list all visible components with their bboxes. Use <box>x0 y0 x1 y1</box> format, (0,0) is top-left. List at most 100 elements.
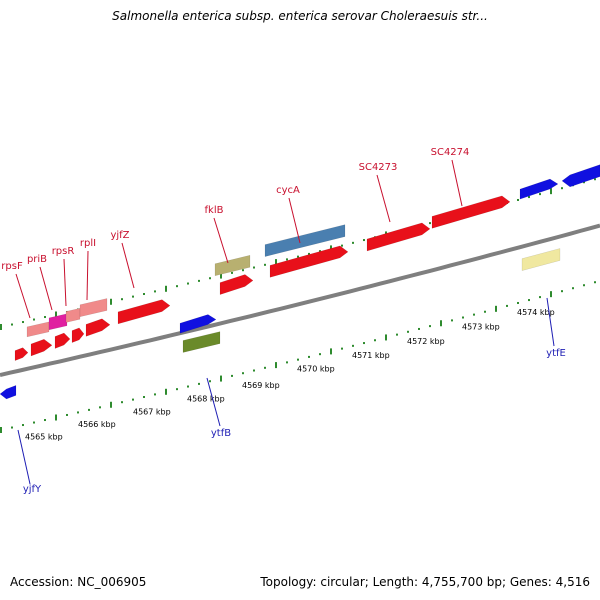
inner-tick <box>330 348 332 355</box>
genome-title: Salmonella enterica subsp. enterica sero… <box>112 9 488 23</box>
gene-label-ytfE: ytfE <box>546 348 566 359</box>
gene-box <box>48 313 68 331</box>
outer-tick <box>220 272 222 279</box>
inner-tick <box>44 419 46 422</box>
gene-label-yjfZ-leader <box>121 242 135 289</box>
inner-tick <box>396 333 398 336</box>
outer-tick <box>341 244 343 247</box>
outer-tick <box>187 282 189 285</box>
outer-tick <box>583 181 585 184</box>
gene-track <box>0 164 600 400</box>
gene-label-yjfZ: yjfZ <box>110 230 129 241</box>
gene-label-rplI: rplI <box>80 238 96 249</box>
outer-tick <box>594 178 596 181</box>
inner-tick <box>550 291 552 298</box>
gene-labels: rpsF priB rpsR rplI yjfZ fklB cycA SC4273 SC4274… <box>1 147 566 495</box>
gene-box <box>79 298 108 318</box>
gene-label-SC4274-leader <box>451 159 463 207</box>
inner-tick <box>374 339 376 342</box>
outer-tick <box>242 269 244 272</box>
gene-box <box>182 331 221 353</box>
gene-arrow <box>30 338 53 357</box>
inner-tick <box>55 414 57 421</box>
gene-box <box>65 307 81 323</box>
gene-arrow <box>269 245 349 278</box>
gene-label-SC4273-leader <box>376 174 391 223</box>
outer-tick <box>22 321 24 324</box>
inner-tick <box>11 426 13 429</box>
gene-arrow <box>561 164 600 188</box>
outer-tick <box>253 266 255 269</box>
accession-text: Accession: NC_006905 <box>10 575 147 589</box>
gene-arrow <box>366 222 431 252</box>
gene-label-cycA: cycA <box>276 185 300 196</box>
outer-tick <box>528 196 530 199</box>
outer-tick <box>319 250 321 253</box>
kbp-label: 4572 kbp <box>407 337 445 346</box>
inner-tick <box>407 330 409 333</box>
outer-tick <box>308 252 310 255</box>
gene-label-SC4273: SC4273 <box>359 162 398 173</box>
gene-label-ytfB: ytfB <box>211 428 231 439</box>
inner-tick <box>154 393 156 396</box>
inner-tick <box>363 342 365 345</box>
outer-tick <box>539 193 541 196</box>
outer-tick <box>11 323 13 326</box>
outer-tick <box>0 324 2 330</box>
kbp-label: 4569 kbp <box>242 381 280 390</box>
inner-tick <box>583 284 585 287</box>
inner-tick <box>66 413 68 416</box>
gene-arrow <box>219 274 254 295</box>
gene-box <box>26 321 50 338</box>
gene-label-ytfB-leader <box>206 377 221 427</box>
outer-tick <box>429 222 431 225</box>
outer-tick <box>264 263 266 266</box>
inner-tick <box>220 375 222 382</box>
inner-tick <box>121 401 123 404</box>
gene-arrow <box>179 314 217 334</box>
outer-tick <box>352 241 354 244</box>
inner-tick <box>495 305 497 312</box>
outer-tick <box>55 311 57 318</box>
outer-tick <box>517 198 519 201</box>
inner-tick <box>341 347 343 350</box>
outer-tick <box>154 290 156 293</box>
outer-tick <box>121 298 123 301</box>
inner-tick <box>253 369 255 372</box>
inner-tick <box>275 362 277 369</box>
inner-tick <box>506 304 508 307</box>
inner-tick <box>462 316 464 319</box>
inner-tick <box>176 388 178 391</box>
outer-tick <box>231 271 233 274</box>
gene-arrow <box>519 178 559 200</box>
gene-arrow <box>14 347 29 361</box>
outer-tick <box>209 277 211 280</box>
gene-label-rpsR-leader <box>63 258 67 307</box>
inner-tick <box>429 325 431 328</box>
inner-tick <box>539 296 541 299</box>
kbp-label: 4568 kbp <box>187 395 225 404</box>
outer-tick <box>33 318 35 321</box>
gene-label-rpsF-leader <box>15 273 31 319</box>
inner-tick <box>484 310 486 313</box>
inner-tick <box>286 361 288 364</box>
gene-arrow <box>71 327 85 343</box>
inner-tick <box>264 366 266 369</box>
gene-arrow <box>54 332 71 349</box>
gene-label-yjfY-leader <box>17 429 31 485</box>
backbone-group <box>0 223 600 377</box>
gene-label-priB-leader <box>39 266 53 311</box>
gene-label-ytfE-leader <box>546 297 555 347</box>
inner-tick <box>242 372 244 375</box>
inner-tick <box>352 344 354 347</box>
gene-label-rpsF: rpsF <box>1 261 23 272</box>
inner-tick <box>0 427 2 433</box>
outer-tick <box>132 295 134 298</box>
inner-tick <box>319 353 321 356</box>
gene-label-cycA-leader <box>288 197 301 244</box>
kbp-label: 4570 kbp <box>297 365 335 374</box>
outer-tick <box>110 298 112 305</box>
inner-tick <box>308 355 310 358</box>
